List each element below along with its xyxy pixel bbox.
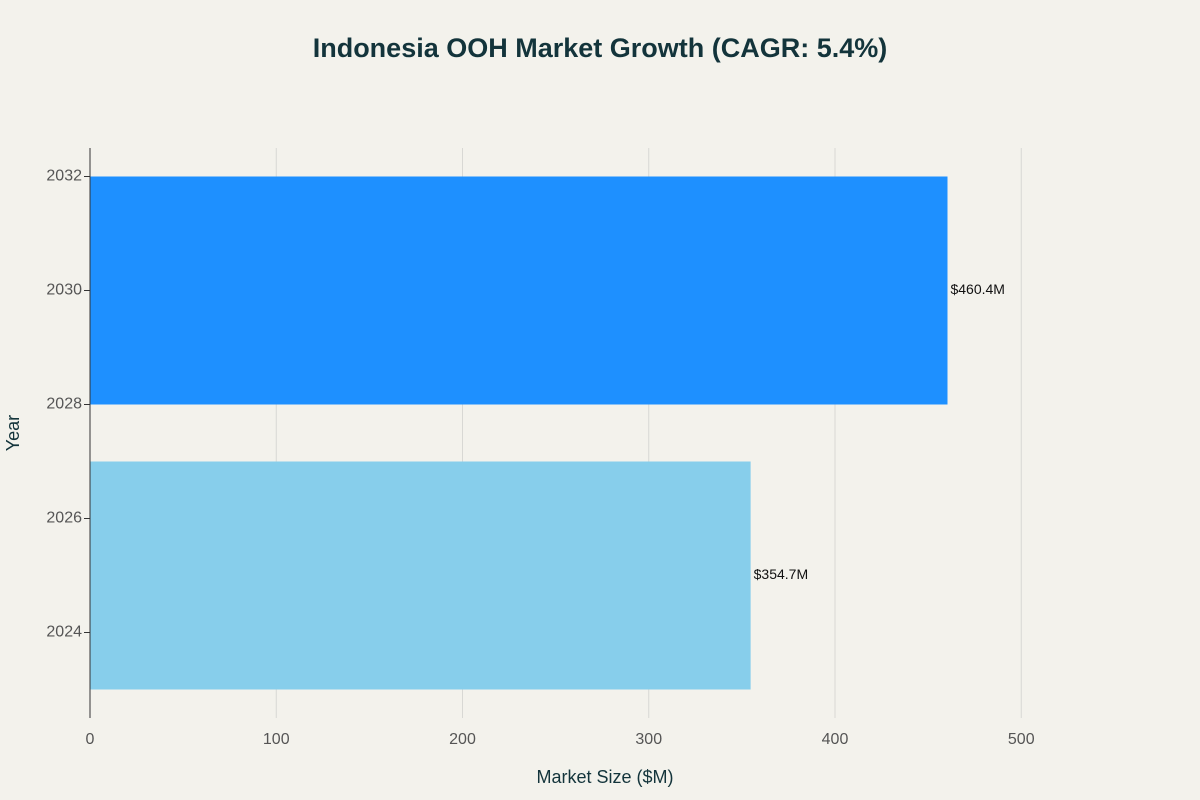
chart-title: Indonesia OOH Market Growth (CAGR: 5.4%) bbox=[313, 33, 888, 63]
y-tick-label: 2032 bbox=[46, 168, 82, 185]
x-tick-label: 400 bbox=[822, 731, 849, 748]
bar bbox=[90, 176, 948, 405]
x-tick-label: 300 bbox=[635, 731, 662, 748]
x-tick-label: 100 bbox=[263, 731, 290, 748]
x-axis-title: Market Size ($M) bbox=[536, 767, 673, 787]
y-axis-title: Year bbox=[3, 415, 23, 451]
y-tick-label: 2026 bbox=[46, 510, 82, 527]
y-tick-label: 2028 bbox=[46, 396, 82, 413]
x-tick-label: 500 bbox=[1008, 731, 1035, 748]
y-tick-label: 2030 bbox=[46, 282, 82, 299]
x-tick-label: 0 bbox=[86, 731, 95, 748]
y-tick-label: 2024 bbox=[46, 624, 82, 641]
value-label: $460.4M bbox=[950, 281, 1004, 297]
bar bbox=[90, 461, 751, 690]
value-label: $354.7M bbox=[754, 566, 808, 582]
x-tick-label: 200 bbox=[449, 731, 476, 748]
